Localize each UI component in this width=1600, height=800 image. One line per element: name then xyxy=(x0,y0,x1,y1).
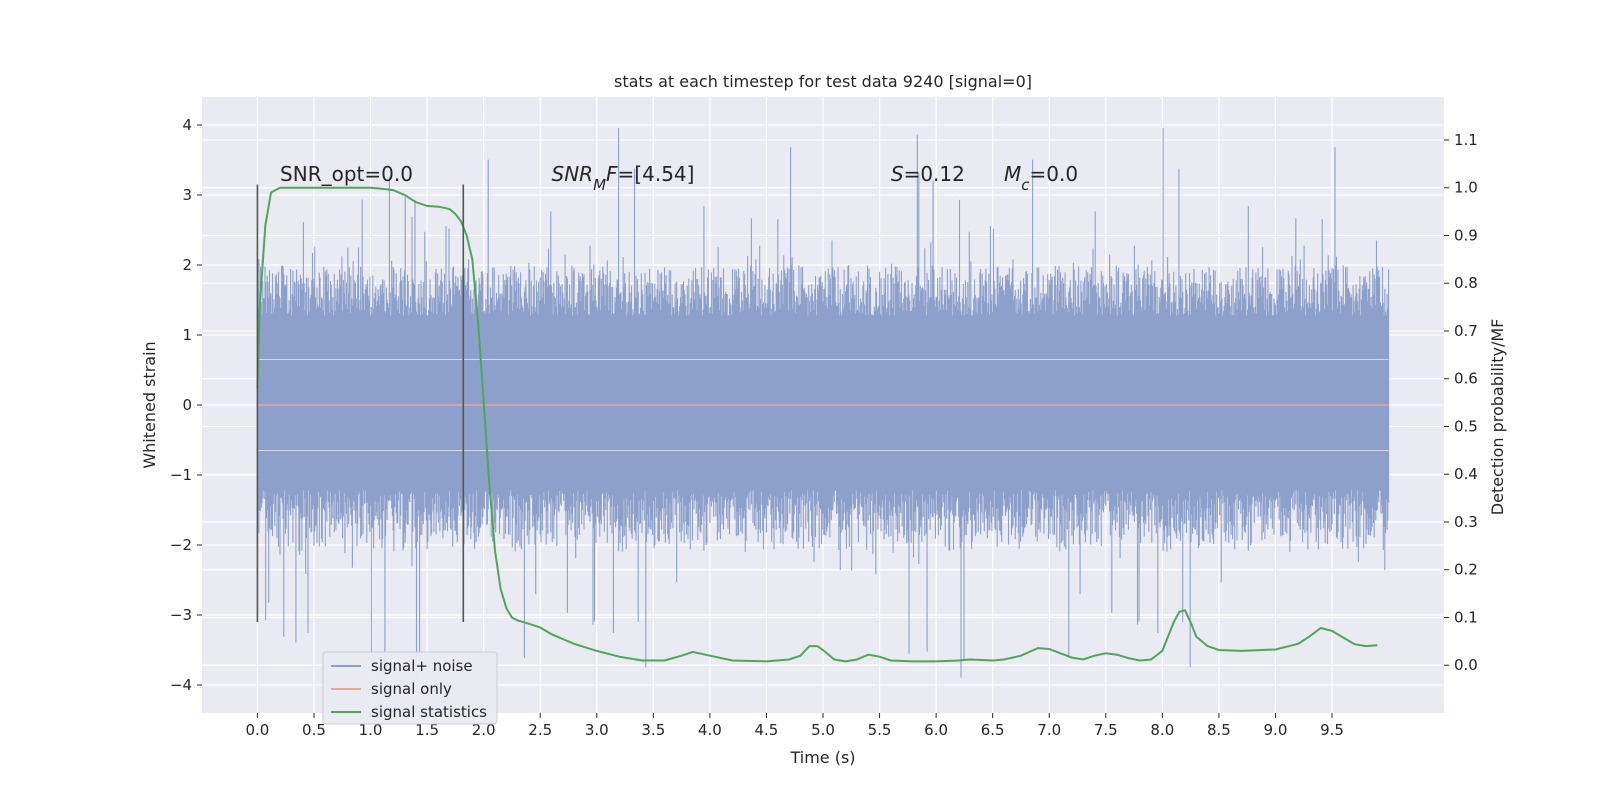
y2-tick-label: 0.4 xyxy=(1454,465,1478,483)
y-tick-label: −2 xyxy=(170,536,192,554)
x-tick-label: 4.0 xyxy=(698,721,722,739)
x-tick-label: 4.5 xyxy=(755,721,779,739)
x-tick-label: 2.5 xyxy=(528,721,552,739)
legend: signal+ noise signal only signal statistic… xyxy=(322,651,498,725)
y2-tick-label: 0.1 xyxy=(1454,608,1478,626)
series-lines xyxy=(256,186,1389,663)
x-tick-label: 9.0 xyxy=(1264,721,1288,739)
annotation-text: Mc=0.0 xyxy=(1004,162,1078,194)
marker-lines xyxy=(256,184,465,622)
x-tick-label: 2.0 xyxy=(472,721,496,739)
y2-tick-label: 0.0 xyxy=(1454,656,1478,674)
y-tick-label: 4 xyxy=(182,116,192,134)
x-tick-label: 8.0 xyxy=(1150,721,1174,739)
y2-axis-label: Detection probability/MF xyxy=(1488,319,1507,516)
y-axis-label: Whitened strain xyxy=(140,341,159,468)
annotation-part: M xyxy=(1004,162,1021,186)
chart-title: stats at each timestep for test data 924… xyxy=(614,72,1032,91)
legend-label: signal+ noise xyxy=(371,657,473,675)
x-tick-label: 8.5 xyxy=(1207,721,1231,739)
x-tick-label: 6.0 xyxy=(924,721,948,739)
annotation-text: SNRMF=[4.54] xyxy=(552,162,695,194)
annotation-text: S=0.12 xyxy=(891,162,965,186)
y2-tick-label: 1.1 xyxy=(1454,131,1478,149)
x-tick-label: 0.5 xyxy=(302,721,326,739)
y-tick-label: 3 xyxy=(182,186,192,204)
signal-noise-core xyxy=(257,315,1389,491)
annotation-text: SNR_opt=0.0 xyxy=(280,162,413,186)
legend-label: signal only xyxy=(371,680,452,698)
annotation-part: SNR_opt=0.0 xyxy=(280,162,413,186)
x-tick-label: 5.0 xyxy=(811,721,835,739)
annotation-part: =0.12 xyxy=(904,162,965,186)
x-tick-label: 1.0 xyxy=(359,721,383,739)
x-tick-label: 0.0 xyxy=(245,721,269,739)
x-tick-label: 3.0 xyxy=(585,721,609,739)
legend-box xyxy=(322,651,498,725)
y2-tick-label: 0.3 xyxy=(1454,513,1478,531)
annotations: SNR_opt=0.0 SNRMF=[4.54] S=0.12 Mc=0.0 xyxy=(280,162,1078,194)
annotation-part: F xyxy=(606,162,618,186)
series-signal-noise xyxy=(256,128,1390,678)
y2-tick-label: 0.5 xyxy=(1454,417,1478,435)
annotation-part: =[4.54] xyxy=(618,162,695,186)
x-tick-label: 5.5 xyxy=(868,721,892,739)
series-line-signal-statistics xyxy=(256,186,1378,663)
x-tick-label: 7.5 xyxy=(1094,721,1118,739)
x-tick-label: 1.5 xyxy=(415,721,439,739)
annotation-part: S xyxy=(891,162,904,186)
y-tick-label: 2 xyxy=(182,256,192,274)
y-tick-label: −4 xyxy=(170,676,192,694)
x-tick-label: 6.5 xyxy=(981,721,1005,739)
y2-tick-label: 0.6 xyxy=(1454,370,1478,388)
y-tick-label: 1 xyxy=(182,326,192,344)
annotation-part: M xyxy=(593,176,606,194)
x-axis-label: Time (s) xyxy=(789,748,855,767)
y2-tick-label: 0.9 xyxy=(1454,226,1478,244)
x-tick-label: 7.0 xyxy=(1037,721,1061,739)
y2-tick-label: 0.2 xyxy=(1454,561,1478,579)
annotation-part: =0.0 xyxy=(1029,162,1078,186)
y2-tick-label: 1.0 xyxy=(1454,179,1478,197)
x-tick-label: 9.5 xyxy=(1320,721,1344,739)
annotation-part: c xyxy=(1021,176,1030,194)
axes: 0.0 0.5 1.0 1.5 2.0 2.5 3.0 3.5 4.0 4.5 5.0 5.5 6.0 6… xyxy=(170,116,1478,739)
annotation-part: SNR xyxy=(552,162,594,186)
y-tick-label: −1 xyxy=(170,466,192,484)
legend-label: signal statistics xyxy=(371,703,487,721)
y2-tick-label: 0.7 xyxy=(1454,322,1478,340)
x-tick-label: 3.5 xyxy=(641,721,665,739)
y-tick-label: −3 xyxy=(170,606,192,624)
y2-tick-label: 0.8 xyxy=(1454,274,1478,292)
y-tick-label: 0 xyxy=(182,396,192,414)
